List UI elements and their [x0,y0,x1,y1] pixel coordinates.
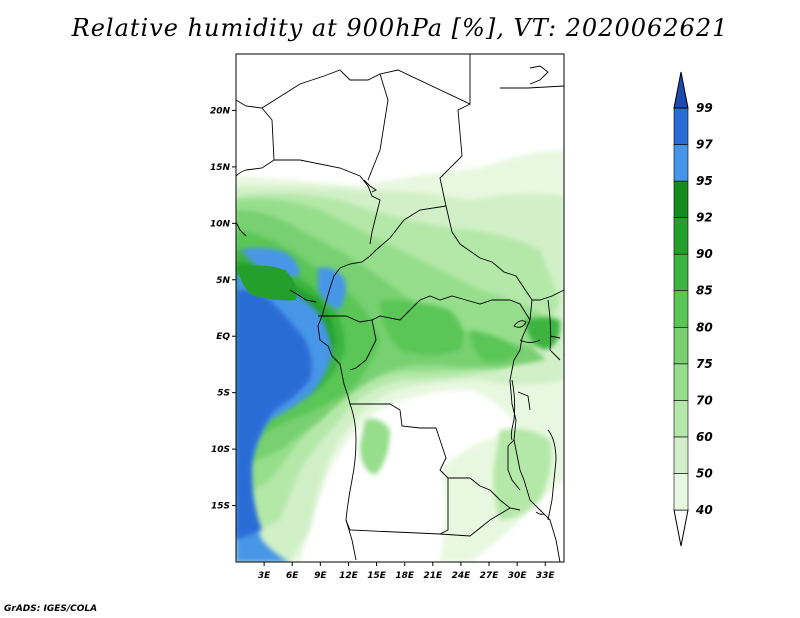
colorbar-segment [673,144,689,182]
latitude-axis: 20N 15N 10N 5N EQ 5S 10S 15S [210,106,236,512]
humidity-field [236,54,564,562]
credit-label: GrADS: IGES/COLA [4,604,98,614]
lon-tick-label: 18E [395,571,415,581]
lon-tick-label: 21E [423,571,443,581]
country-boundaries [236,54,564,562]
colorbar-segment [673,436,689,474]
lon-tick-label: 15E [367,571,387,581]
lat-tick-label: 15N [210,163,231,173]
colorbar-label: 75 [696,357,713,371]
lon-tick-label: 9E [314,571,327,581]
lon-tick-label: 33E [536,571,556,581]
colorbar-label: 95 [696,174,713,188]
lat-tick-label: 10S [211,445,230,455]
chart-title: Relative humidity at 900hPa [%], VT: 202… [71,14,729,42]
colorbar-segment [673,363,689,401]
colorbar-segment [673,326,689,365]
colorbar-segment [673,180,689,218]
colorbar-segment [673,473,689,511]
lat-tick-label: 15S [211,502,230,512]
lon-tick-label: 6E [286,571,299,581]
lon-tick-label: 24E [452,571,472,581]
lon-tick-label: 30E [508,571,528,581]
colorbar-under-triangle [673,509,689,547]
colorbar-label: 40 [695,503,713,517]
map-frame [235,53,565,563]
colorbar-label: 90 [696,247,713,261]
colorbar-label: 50 [696,466,713,480]
colorbar-label: 97 [696,138,713,152]
colorbar-segment [673,217,689,255]
lakes [510,320,557,521]
colorbar-segment [673,400,689,438]
colorbar-label: 80 [696,320,713,334]
lat-tick-label: 5S [217,389,230,399]
lat-tick-label: EQ [216,332,230,342]
colorbar-segment [673,253,689,292]
colorbar-label: 92 [696,211,713,225]
colorbar-label: 85 [696,284,713,298]
colorbar-over-triangle [673,71,689,109]
colorbar-label: 99 [696,101,713,115]
longitude-axis: 3E 6E 9E 12E 15E 18E 21E 24E 27E 30E 33E [258,562,556,581]
colorbar-label: 70 [696,393,713,407]
lat-tick-label: 20N [210,106,231,116]
colorbar-label: 60 [696,430,713,444]
colorbar-segment [673,290,689,328]
lat-tick-label: 10N [210,219,231,229]
colorbar-segment [673,107,689,145]
lon-tick-label: 3E [258,571,271,581]
lon-tick-label: 27E [480,571,500,581]
lon-tick-label: 12E [339,571,359,581]
lat-tick-label: 5N [216,276,230,286]
colorbar: 40 50 60 70 75 80 85 90 92 95 97 99 [673,71,713,547]
